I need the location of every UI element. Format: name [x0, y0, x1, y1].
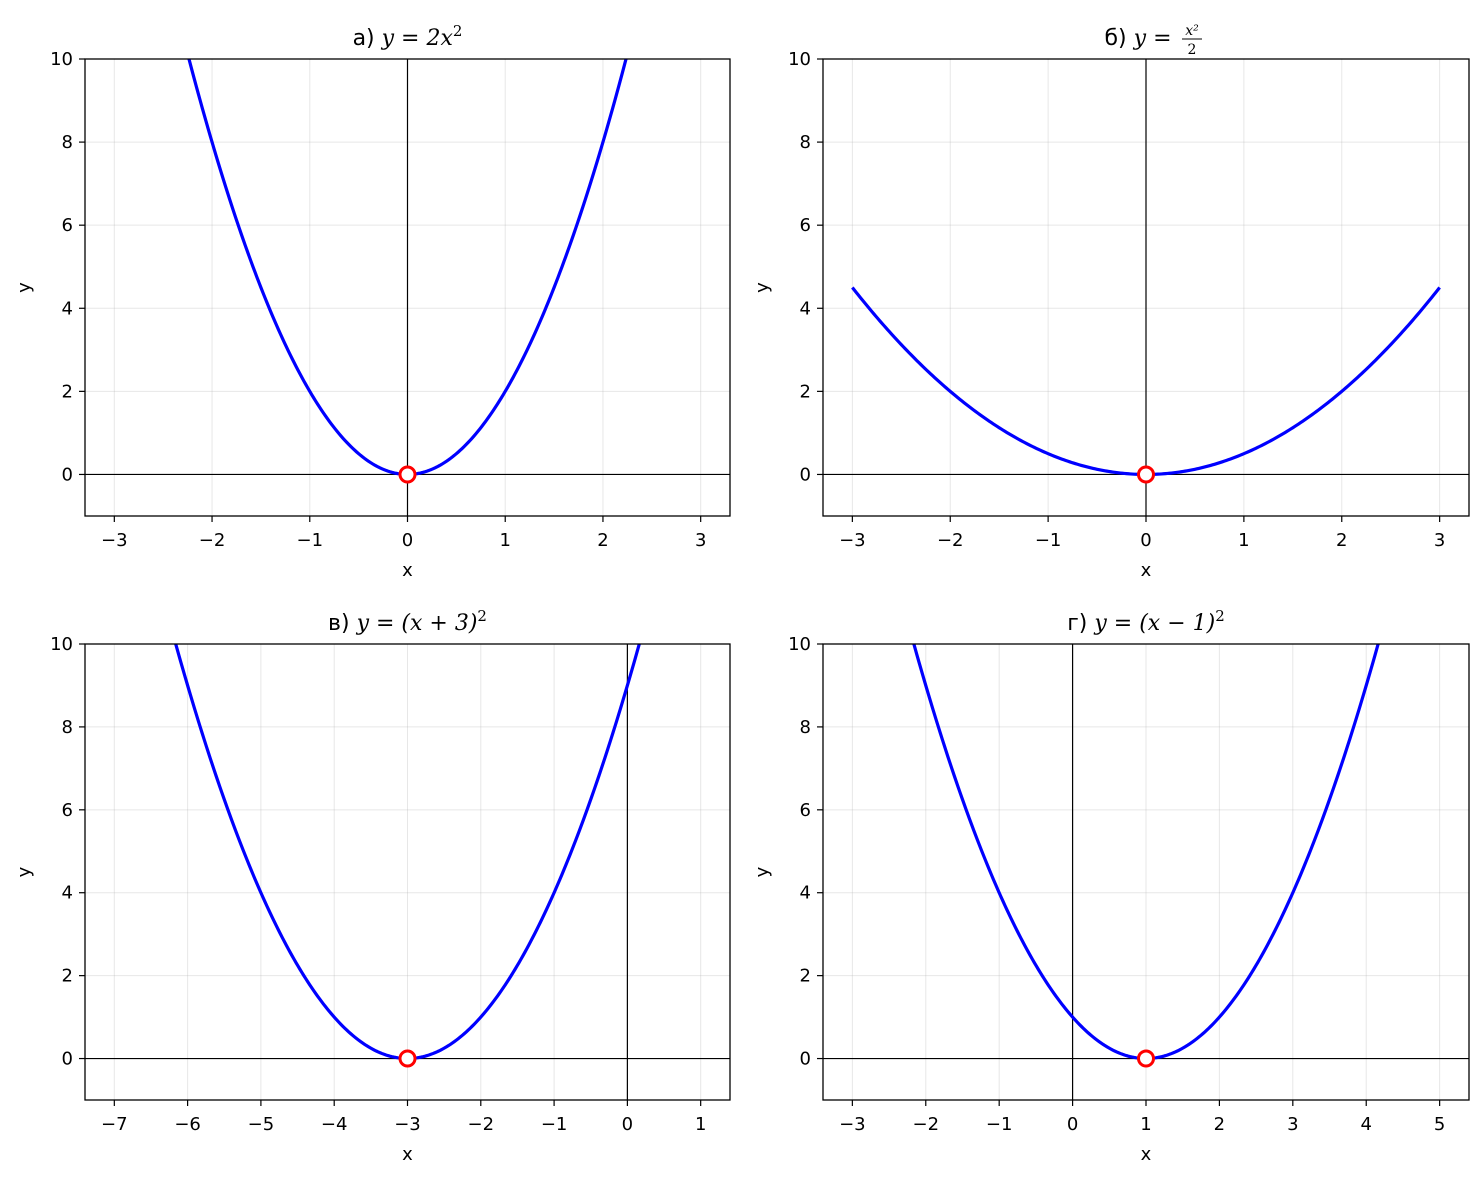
y-tick-label: 4 — [800, 883, 811, 904]
y-tick-label: 8 — [800, 132, 811, 153]
y-tick-label: 0 — [800, 464, 811, 485]
x-tick-label: 1 — [695, 1114, 706, 1135]
x-tick-label: −1 — [986, 1114, 1013, 1135]
y-tick-label: 4 — [800, 298, 811, 319]
title-fraction-numerator: x² — [1185, 23, 1199, 39]
x-tick-label: −2 — [912, 1114, 939, 1135]
x-tick-label: −6 — [174, 1114, 201, 1135]
y-tick-label: 2 — [62, 381, 73, 402]
y-axis-label: y — [14, 282, 35, 293]
x-tick-label: −3 — [839, 1114, 866, 1135]
chart-title: б) y = — [1104, 26, 1171, 51]
x-tick-label: −2 — [468, 1114, 495, 1135]
y-tick-label: 8 — [62, 132, 73, 153]
y-tick-label: 10 — [50, 49, 73, 70]
x-tick-label: −1 — [1035, 530, 1062, 551]
x-axis-label: x — [402, 1144, 413, 1165]
y-tick-label: 6 — [62, 800, 73, 821]
vertex-point — [1137, 1049, 1155, 1068]
y-tick-label: 0 — [62, 464, 73, 485]
x-tick-label: 2 — [597, 530, 608, 551]
x-tick-label: −3 — [839, 530, 866, 551]
x-axis-label: x — [1141, 1144, 1152, 1165]
y-tick-label: 6 — [800, 800, 811, 821]
x-tick-label: 1 — [1140, 1114, 1151, 1135]
y-axis-label: y — [14, 866, 35, 877]
x-axis-label: x — [402, 560, 413, 581]
y-tick-label: 6 — [62, 215, 73, 236]
x-tick-label: −1 — [296, 530, 323, 551]
x-tick-label: −3 — [394, 1114, 421, 1135]
y-tick-label: 0 — [800, 1049, 811, 1070]
x-tick-label: 0 — [402, 530, 413, 551]
x-tick-label: 2 — [1336, 530, 1347, 551]
y-axis-label: y — [752, 866, 773, 877]
x-tick-label: −3 — [101, 530, 128, 551]
x-tick-label: −2 — [937, 530, 964, 551]
x-tick-label: −7 — [101, 1114, 128, 1135]
y-tick-label: 10 — [788, 634, 811, 655]
x-tick-label: 0 — [622, 1114, 633, 1135]
y-tick-label: 2 — [800, 966, 811, 987]
title-fraction-denominator: 2 — [1188, 42, 1197, 58]
x-tick-label: 0 — [1067, 1114, 1078, 1135]
chart-title: в) y = (x + 3)2 — [328, 607, 487, 636]
y-tick-label: 8 — [800, 717, 811, 738]
y-tick-label: 6 — [800, 215, 811, 236]
x-tick-label: 5 — [1434, 1114, 1445, 1135]
x-tick-label: −4 — [321, 1114, 348, 1135]
y-tick-label: 4 — [62, 883, 73, 904]
y-tick-label: 2 — [800, 381, 811, 402]
x-tick-label: 0 — [1140, 530, 1151, 551]
y-tick-label: 2 — [62, 966, 73, 987]
x-tick-label: 2 — [1214, 1114, 1225, 1135]
x-tick-label: −1 — [541, 1114, 568, 1135]
x-tick-label: 4 — [1361, 1114, 1372, 1135]
x-tick-label: 1 — [1238, 530, 1249, 551]
x-tick-label: 3 — [1287, 1114, 1298, 1135]
x-tick-label: 3 — [1434, 530, 1445, 551]
chart-panel-1: −3 −2 −1 0 1 2 3 0 2 4 6 8 10 x y а) y = 2x2 — [14, 22, 731, 581]
y-axis-label: y — [752, 282, 773, 293]
vertex-point — [398, 465, 417, 484]
chart-title: г) y = (x − 1)2 — [1067, 607, 1225, 636]
vertex-point — [398, 1049, 417, 1068]
x-tick-label: 3 — [695, 530, 706, 551]
x-tick-label: 1 — [500, 530, 511, 551]
y-tick-label: 0 — [62, 1049, 73, 1070]
x-tick-label: −2 — [199, 530, 226, 551]
y-tick-label: 8 — [62, 717, 73, 738]
y-tick-label: 10 — [50, 634, 73, 655]
chart-panel-4: −3 −2 −1 0 1 2 3 4 5 0 2 4 6 8 10 x y г) y = (x − 1)2 — [752, 607, 1470, 1165]
chart-panel-2: −3 −2 −1 0 1 2 3 0 2 4 6 8 10 x y б) y = x² 2 — [752, 23, 1470, 581]
chart-title: а) y = 2x2 — [353, 22, 463, 51]
vertex-point — [1137, 465, 1155, 484]
x-tick-label: −5 — [248, 1114, 275, 1135]
y-tick-label: 4 — [62, 298, 73, 319]
x-axis-label: x — [1141, 560, 1152, 581]
y-tick-label: 10 — [788, 49, 811, 70]
